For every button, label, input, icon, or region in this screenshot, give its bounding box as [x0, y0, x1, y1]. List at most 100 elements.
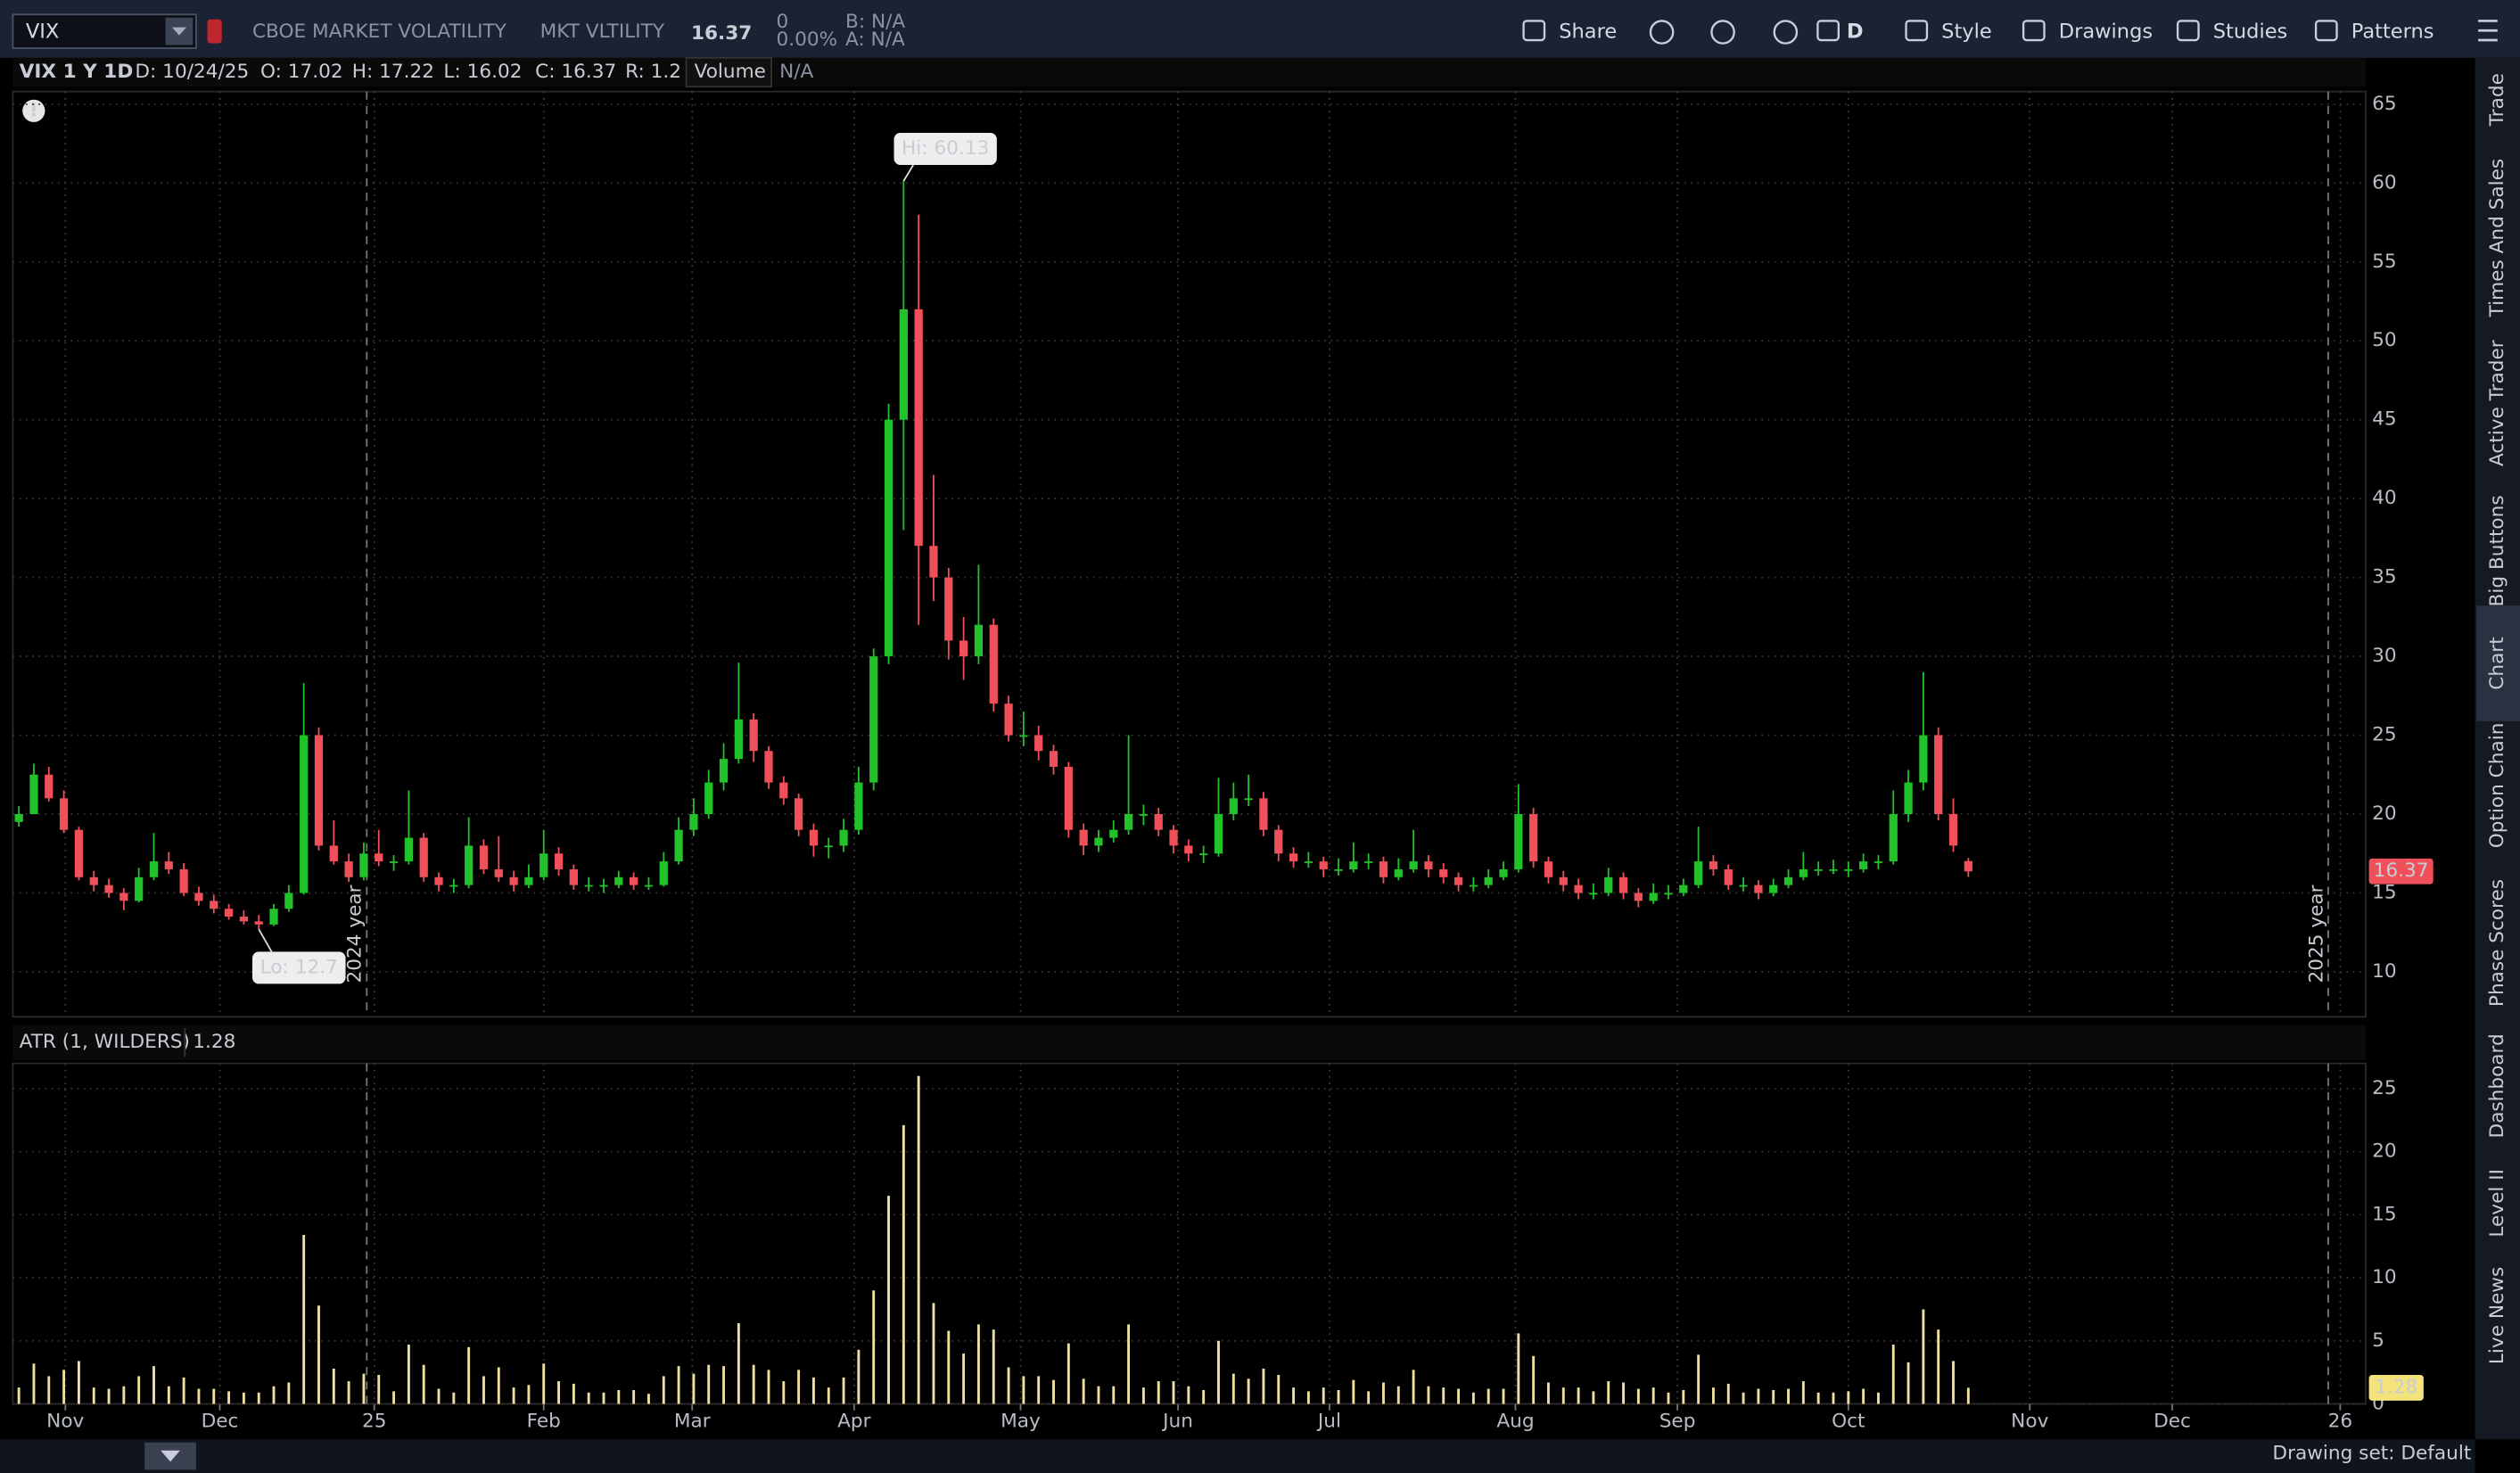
- candle-body: [1484, 876, 1493, 885]
- candle-body: [119, 893, 128, 901]
- side-tab[interactable]: Level II: [2486, 1169, 2508, 1238]
- period-label: 2024 year: [344, 885, 366, 983]
- candle-body: [179, 868, 188, 893]
- atr-value: 1.28: [193, 1031, 235, 1053]
- candle-body: [1559, 876, 1568, 885]
- candle-body: [944, 577, 953, 641]
- candle-body: [1019, 735, 1028, 737]
- info-icon-mark: !: [29, 99, 38, 121]
- candle-body: [375, 853, 383, 862]
- candle-body: [854, 782, 863, 830]
- candle-body: [1889, 814, 1898, 862]
- header-low: L: 16.02: [443, 61, 522, 83]
- alert-icon[interactable]: [207, 19, 222, 44]
- toolbar-icon[interactable]: [1649, 20, 1675, 45]
- candle-body: [1004, 704, 1013, 736]
- candle-body: [1814, 868, 1823, 871]
- x-tick-label: Aug: [1496, 1410, 1534, 1432]
- y-tick-label: 40: [2372, 487, 2397, 509]
- x-tick-label: Nov: [2011, 1410, 2048, 1432]
- side-tab[interactable]: Chart: [2486, 637, 2508, 689]
- candle-body: [509, 876, 518, 885]
- header-strip: [12, 57, 2366, 87]
- button-label: Style: [1941, 21, 1992, 44]
- candle-body: [164, 861, 173, 869]
- side-tab[interactable]: Dashboard: [2486, 1033, 2508, 1138]
- callout-box: [894, 132, 997, 165]
- drawing-set[interactable]: Drawing set: Default: [2272, 1442, 2471, 1464]
- candle-body: [1334, 868, 1343, 871]
- x-tick-label: Dec: [2154, 1410, 2191, 1432]
- candle-body: [1349, 861, 1358, 869]
- candle-body: [269, 909, 278, 925]
- x-tick-label: Dec: [202, 1410, 239, 1432]
- side-tab[interactable]: Big Buttons: [2486, 495, 2508, 606]
- y-tick-label: 20: [2372, 1140, 2397, 1163]
- toolbar-icon[interactable]: [1710, 20, 1735, 45]
- x-tick-label: Apr: [837, 1410, 871, 1432]
- candle-body: [524, 876, 533, 885]
- info-icon[interactable]: [22, 99, 45, 122]
- candle-body: [1259, 798, 1268, 830]
- volume-box[interactable]: [685, 56, 773, 88]
- x-tick-label: Jun: [1161, 1410, 1193, 1432]
- button-label: D: [1847, 21, 1864, 44]
- candle-body: [1754, 885, 1763, 893]
- candle-body: [584, 885, 593, 887]
- side-tab[interactable]: Option Chain: [2486, 723, 2508, 849]
- candle-body: [404, 837, 414, 862]
- chart-title: VIX 1 Y 1D: [20, 61, 134, 83]
- candle-body: [254, 921, 263, 925]
- side-tab[interactable]: Active Trader: [2486, 340, 2508, 466]
- header-close: C: 16.37: [535, 61, 616, 83]
- candle-body: [674, 829, 683, 862]
- toolbar-icon[interactable]: [1773, 20, 1799, 45]
- y-tick-label: 15: [2372, 1203, 2397, 1225]
- candle-body: [359, 853, 368, 877]
- side-tab[interactable]: Phase Scores: [2486, 879, 2508, 1007]
- candle-body: [1109, 829, 1118, 838]
- atr-header: [12, 1025, 2366, 1061]
- candle-body: [1274, 829, 1283, 854]
- candle-body: [1904, 782, 1913, 815]
- candle-body: [1364, 861, 1373, 863]
- x-tick-label: Oct: [1832, 1410, 1865, 1432]
- candle-body: [1769, 885, 1778, 893]
- candle-body: [869, 656, 878, 783]
- candle-body: [1919, 735, 1928, 783]
- candle-body: [434, 876, 443, 885]
- candle-body: [74, 829, 84, 877]
- side-tab[interactable]: Live News: [2486, 1267, 2508, 1364]
- y-tick-label: 25: [2372, 724, 2397, 746]
- hi-annotation: Hi: 60.13: [902, 137, 989, 160]
- candle-body: [1783, 876, 1793, 885]
- candle-body: [1034, 735, 1043, 752]
- candle-body: [689, 814, 698, 830]
- candle-body: [314, 735, 324, 846]
- change: 0: [777, 11, 789, 33]
- candle-body: [329, 845, 338, 862]
- side-tab[interactable]: Times And Sales: [2486, 159, 2508, 318]
- y-tick-label: 55: [2372, 251, 2397, 273]
- candle-body: [899, 309, 908, 420]
- dropdown-arrow: [171, 27, 187, 36]
- y-tick-label: 60: [2372, 171, 2397, 193]
- candle-body: [1319, 861, 1328, 869]
- side-tab[interactable]: Trade: [2486, 73, 2508, 127]
- candle-body: [1664, 893, 1673, 895]
- x-tick-label: 25: [362, 1410, 387, 1432]
- button-label: Drawings: [2059, 21, 2153, 44]
- candle-body: [884, 419, 894, 657]
- candle-body: [1424, 861, 1433, 869]
- candle-body: [1214, 814, 1223, 854]
- candle-body: [1604, 876, 1613, 893]
- x-tick-label: Sep: [1659, 1410, 1696, 1432]
- candle-body: [1499, 868, 1508, 877]
- candle-body: [1184, 845, 1193, 854]
- y-tick-label: 50: [2372, 329, 2397, 351]
- y-tick-label: 25: [2372, 1077, 2397, 1099]
- candle-body: [659, 861, 668, 885]
- x-tick-label: Nov: [46, 1410, 84, 1432]
- candle-body: [29, 774, 38, 815]
- y-tick-label: 65: [2372, 93, 2397, 115]
